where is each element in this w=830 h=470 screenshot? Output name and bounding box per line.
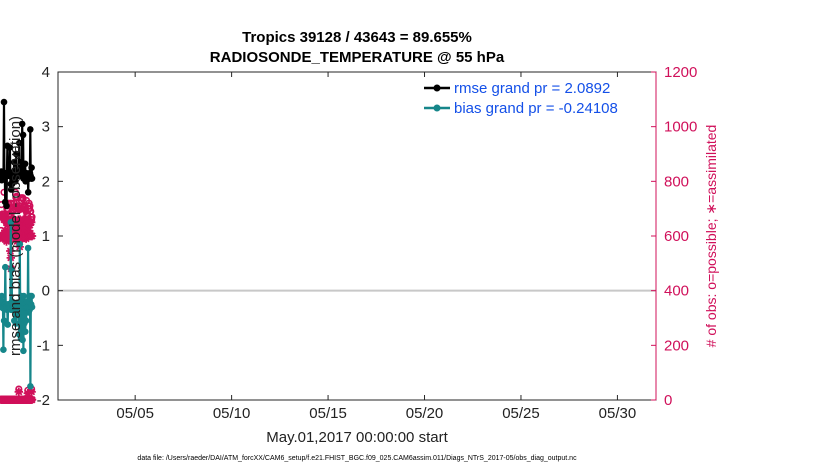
y-tick-label: 0 bbox=[42, 283, 50, 300]
obs-low-assimilated-marker bbox=[14, 387, 23, 396]
y-right-tick-label: 1200 bbox=[664, 64, 697, 81]
y-right-tick-label: 0 bbox=[664, 392, 672, 409]
obs-count-markers bbox=[0, 188, 37, 404]
bias-point bbox=[22, 328, 29, 336]
y-right-tick-label: 1000 bbox=[664, 119, 697, 136]
series-lines bbox=[0, 98, 36, 390]
bias-point bbox=[20, 347, 27, 355]
x-tick-label: 05/30 bbox=[599, 405, 637, 422]
bias-point bbox=[19, 336, 26, 344]
y-tick-label: -1 bbox=[37, 337, 50, 354]
rmse-point bbox=[0, 98, 8, 106]
x-tick-label: 05/25 bbox=[502, 405, 540, 422]
x-tick-label: 05/10 bbox=[213, 405, 251, 422]
x-axis-label: May.01,2017 00:00:00 start bbox=[266, 429, 448, 446]
y-tick-label: -2 bbox=[37, 392, 50, 409]
rmse-point bbox=[15, 139, 23, 147]
y-right-tick-label: 600 bbox=[664, 228, 689, 245]
obs-low-assimilated-marker bbox=[27, 387, 36, 396]
x-tick-label: 05/15 bbox=[309, 405, 347, 422]
obs-possible-marker bbox=[19, 195, 27, 203]
rmse-point bbox=[24, 189, 32, 196]
legend: rmse grand pr = 2.0892 bias grand pr = -… bbox=[420, 78, 652, 122]
bias-point bbox=[28, 303, 36, 311]
x-tick-label: 05/05 bbox=[116, 405, 154, 422]
y-tick-label: 2 bbox=[42, 173, 50, 190]
rmse-point bbox=[28, 175, 36, 182]
rmse-point bbox=[7, 186, 15, 193]
legend-bias-marker bbox=[433, 104, 441, 112]
bias-point bbox=[24, 244, 32, 252]
axis-ticks: -2 -1 0 1 2 3 4 0 200 400 600 800 1000 1200 05/05 05/10… bbox=[37, 64, 698, 422]
rmse-point bbox=[28, 164, 35, 171]
rmse-point bbox=[12, 150, 20, 158]
y-right-tick-label: 800 bbox=[664, 173, 689, 190]
legend-rmse-label: rmse grand pr = 2.0892 bbox=[454, 80, 610, 97]
bias-point bbox=[0, 346, 7, 354]
bias-point bbox=[16, 240, 24, 248]
rmse-point bbox=[6, 144, 14, 151]
legend-box bbox=[420, 78, 652, 122]
obs-assimilated-marker bbox=[12, 226, 21, 235]
obs-assimilated-marker bbox=[25, 220, 35, 230]
bias-point bbox=[0, 292, 6, 300]
bias-point bbox=[2, 263, 9, 271]
obs-assimilated-marker bbox=[27, 218, 36, 227]
rmse-point bbox=[3, 202, 10, 210]
plot-area bbox=[58, 72, 656, 400]
obs-assimilated-marker bbox=[27, 231, 37, 241]
y-tick-label: 3 bbox=[42, 119, 50, 136]
bias-point bbox=[17, 314, 24, 322]
y-axis-label-right: # of obs: o=possible; ∗=assimilated bbox=[703, 125, 719, 348]
rmse-point bbox=[18, 120, 26, 128]
bias-point bbox=[28, 292, 35, 300]
bias-point bbox=[22, 317, 30, 325]
legend-rmse-marker bbox=[433, 84, 441, 92]
rmse-point bbox=[19, 131, 27, 139]
y-right-tick-label: 200 bbox=[664, 337, 689, 354]
y-tick-label: 1 bbox=[42, 228, 50, 245]
footnote: data file: /Users/raeder/DAI/ATM_forcXX/… bbox=[137, 455, 577, 462]
x-tick-label: 05/20 bbox=[406, 405, 444, 422]
bias-point bbox=[8, 266, 15, 274]
legend-bias-label: bias grand pr = -0.24108 bbox=[454, 100, 618, 117]
y-tick-label: 4 bbox=[42, 64, 50, 81]
chart-title: Tropics 39128 / 43643 = 89.655% bbox=[242, 29, 472, 46]
rmse-point bbox=[12, 178, 19, 185]
bias-point bbox=[7, 219, 15, 226]
bias-point bbox=[4, 321, 11, 328]
y-right-tick-label: 400 bbox=[664, 283, 689, 300]
bias-point bbox=[27, 383, 34, 390]
rmse-point bbox=[21, 160, 29, 168]
rmse-point bbox=[27, 126, 34, 133]
obs-low-assimilated-marker bbox=[23, 389, 32, 398]
rmse-point bbox=[10, 158, 18, 166]
bias-point bbox=[20, 292, 28, 300]
obs-assimilated-marker bbox=[0, 215, 9, 224]
obs-low-assimilated-marker bbox=[27, 395, 37, 404]
chart-subtitle: RADIOSONDE_TEMPERATURE @ 55 hPa bbox=[210, 49, 505, 66]
bias-point bbox=[12, 320, 20, 327]
y-axis-label: rmse and bias (model - observation) bbox=[7, 116, 24, 356]
